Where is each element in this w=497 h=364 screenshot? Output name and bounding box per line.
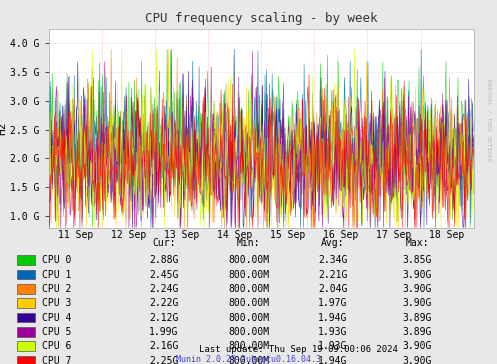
Text: Max:: Max: xyxy=(406,238,429,248)
Text: CPU 4: CPU 4 xyxy=(42,313,72,323)
Text: 3.90G: 3.90G xyxy=(403,270,432,280)
Text: 800.00M: 800.00M xyxy=(228,270,269,280)
Text: 3.89G: 3.89G xyxy=(403,313,432,323)
Text: CPU 0: CPU 0 xyxy=(42,255,72,265)
Text: 2.22G: 2.22G xyxy=(149,298,179,308)
Text: Avg:: Avg: xyxy=(321,238,345,248)
Text: 2.21G: 2.21G xyxy=(318,270,348,280)
Title: CPU frequency scaling - by week: CPU frequency scaling - by week xyxy=(145,12,377,25)
Text: 3.85G: 3.85G xyxy=(403,255,432,265)
Text: Munin 2.0.25-2ubuntu0.16.04.3: Munin 2.0.25-2ubuntu0.16.04.3 xyxy=(176,355,321,364)
Text: 1.94G: 1.94G xyxy=(318,313,348,323)
Text: Min:: Min: xyxy=(237,238,260,248)
Bar xyxy=(17,313,35,323)
Bar xyxy=(17,284,35,294)
Text: RRDTOOL / TOBI OETIKER: RRDTOOL / TOBI OETIKER xyxy=(486,79,491,161)
Text: Cur:: Cur: xyxy=(152,238,176,248)
Text: 800.00M: 800.00M xyxy=(228,356,269,364)
Text: 2.88G: 2.88G xyxy=(149,255,179,265)
Text: 1.99G: 1.99G xyxy=(149,327,179,337)
Text: 2.24G: 2.24G xyxy=(149,284,179,294)
Text: 2.45G: 2.45G xyxy=(149,270,179,280)
Text: 3.90G: 3.90G xyxy=(403,341,432,351)
Text: 800.00M: 800.00M xyxy=(228,284,269,294)
Text: 2.16G: 2.16G xyxy=(149,341,179,351)
Text: CPU 6: CPU 6 xyxy=(42,341,72,351)
Text: 800.00M: 800.00M xyxy=(228,327,269,337)
Text: 800.00M: 800.00M xyxy=(228,341,269,351)
Text: 2.34G: 2.34G xyxy=(318,255,348,265)
Bar xyxy=(17,256,35,265)
Text: CPU 7: CPU 7 xyxy=(42,356,72,364)
Text: 2.25G: 2.25G xyxy=(149,356,179,364)
Bar xyxy=(17,356,35,364)
Bar xyxy=(17,341,35,351)
Bar xyxy=(17,298,35,308)
Text: 3.90G: 3.90G xyxy=(403,298,432,308)
Text: CPU 5: CPU 5 xyxy=(42,327,72,337)
Y-axis label: Hz: Hz xyxy=(0,122,7,135)
Text: CPU 2: CPU 2 xyxy=(42,284,72,294)
Text: 2.04G: 2.04G xyxy=(318,284,348,294)
Text: 3.89G: 3.89G xyxy=(403,327,432,337)
Text: 2.12G: 2.12G xyxy=(149,313,179,323)
Text: 3.90G: 3.90G xyxy=(403,356,432,364)
Text: 1.93G: 1.93G xyxy=(318,327,348,337)
Text: 1.94G: 1.94G xyxy=(318,356,348,364)
Bar xyxy=(17,327,35,337)
Text: 3.90G: 3.90G xyxy=(403,284,432,294)
Text: Last update: Thu Sep 19 09:00:06 2024: Last update: Thu Sep 19 09:00:06 2024 xyxy=(199,345,398,355)
Text: CPU 1: CPU 1 xyxy=(42,270,72,280)
Text: 800.00M: 800.00M xyxy=(228,313,269,323)
Text: 800.00M: 800.00M xyxy=(228,298,269,308)
Bar xyxy=(17,270,35,280)
Text: 1.97G: 1.97G xyxy=(318,298,348,308)
Text: CPU 3: CPU 3 xyxy=(42,298,72,308)
Text: 1.93G: 1.93G xyxy=(318,341,348,351)
Text: 800.00M: 800.00M xyxy=(228,255,269,265)
